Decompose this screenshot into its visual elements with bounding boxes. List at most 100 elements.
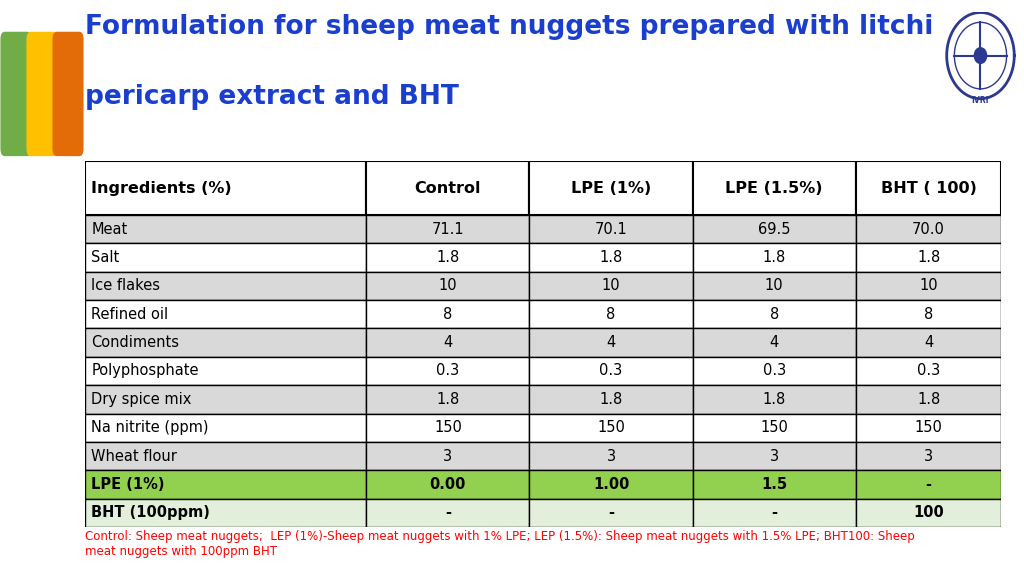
Text: 8: 8 [443, 306, 453, 321]
Bar [85, 300, 367, 328]
Bar [367, 385, 529, 414]
Bar [692, 470, 856, 499]
Text: 4: 4 [770, 335, 779, 350]
Bar [85, 442, 367, 470]
Text: 0.3: 0.3 [599, 363, 623, 378]
Text: BHT (100ppm): BHT (100ppm) [91, 505, 210, 520]
Bar [692, 442, 856, 470]
Text: LPE (1%): LPE (1%) [91, 477, 165, 492]
Bar [529, 442, 692, 470]
Bar [367, 272, 529, 300]
Text: 150: 150 [760, 420, 788, 435]
Bar [85, 470, 367, 499]
Text: Ingredients (%): Ingredients (%) [91, 180, 231, 196]
Text: 10: 10 [602, 278, 621, 293]
Bar [856, 414, 1001, 442]
Text: 10: 10 [920, 278, 938, 293]
Bar [85, 357, 367, 385]
Text: Meat: Meat [91, 222, 127, 237]
Bar [856, 300, 1001, 328]
Bar [856, 272, 1001, 300]
Bar [85, 243, 367, 272]
Bar [692, 161, 856, 215]
Text: 69.5: 69.5 [758, 222, 791, 237]
Text: -: - [608, 505, 614, 520]
Text: 8: 8 [606, 306, 615, 321]
Text: -: - [771, 505, 777, 520]
Bar [692, 272, 856, 300]
Text: 150: 150 [434, 420, 462, 435]
Text: pericarp extract and BHT: pericarp extract and BHT [85, 84, 459, 109]
Bar [856, 357, 1001, 385]
Bar [856, 215, 1001, 243]
Bar [367, 414, 529, 442]
Text: 1.8: 1.8 [599, 250, 623, 265]
Text: Condiments: Condiments [91, 335, 179, 350]
Text: 1.8: 1.8 [599, 392, 623, 407]
Text: 1.8: 1.8 [763, 392, 785, 407]
Bar [692, 357, 856, 385]
Text: 3: 3 [443, 449, 453, 464]
Bar [529, 357, 692, 385]
Text: Refined oil: Refined oil [91, 306, 168, 321]
Text: 1.5: 1.5 [761, 477, 787, 492]
Text: 0.00: 0.00 [430, 477, 466, 492]
Bar [367, 215, 529, 243]
Bar [856, 499, 1001, 527]
Text: Polyphosphate: Polyphosphate [91, 363, 199, 378]
Bar [529, 385, 692, 414]
Text: 1.8: 1.8 [916, 250, 940, 265]
Bar [367, 161, 529, 215]
FancyBboxPatch shape [0, 32, 32, 156]
Text: 4: 4 [924, 335, 933, 350]
Bar [529, 300, 692, 328]
Text: 1.8: 1.8 [436, 392, 460, 407]
Bar [856, 385, 1001, 414]
Text: 1.8: 1.8 [436, 250, 460, 265]
Text: Na nitrite (ppm): Na nitrite (ppm) [91, 420, 209, 435]
Text: 150: 150 [597, 420, 625, 435]
Text: LPE (1.5%): LPE (1.5%) [725, 180, 823, 196]
Text: LPE (1%): LPE (1%) [571, 180, 651, 196]
Bar [85, 499, 367, 527]
Bar [367, 357, 529, 385]
Text: 3: 3 [606, 449, 615, 464]
Text: Ice flakes: Ice flakes [91, 278, 160, 293]
Bar [692, 499, 856, 527]
Bar [367, 300, 529, 328]
Bar [85, 161, 367, 215]
Text: 70.1: 70.1 [595, 222, 628, 237]
Text: 150: 150 [914, 420, 942, 435]
Text: -: - [444, 505, 451, 520]
Bar [692, 385, 856, 414]
Bar [529, 470, 692, 499]
Text: BHT ( 100): BHT ( 100) [881, 180, 977, 196]
Text: 1.00: 1.00 [593, 477, 629, 492]
Text: Dry spice mix: Dry spice mix [91, 392, 191, 407]
Bar [529, 161, 692, 215]
Bar [692, 300, 856, 328]
Bar [856, 328, 1001, 357]
Bar [529, 414, 692, 442]
Bar [85, 414, 367, 442]
Bar [856, 243, 1001, 272]
Circle shape [975, 48, 987, 63]
Text: 8: 8 [924, 306, 933, 321]
Text: 1.8: 1.8 [763, 250, 785, 265]
Text: -: - [926, 477, 932, 492]
Bar [367, 470, 529, 499]
Text: 0.3: 0.3 [916, 363, 940, 378]
Bar [529, 243, 692, 272]
Bar [85, 385, 367, 414]
Bar [692, 328, 856, 357]
Bar [529, 328, 692, 357]
Bar [367, 243, 529, 272]
Bar [692, 414, 856, 442]
Bar [856, 442, 1001, 470]
Text: 0.3: 0.3 [763, 363, 785, 378]
Bar [529, 499, 692, 527]
Text: Wheat flour: Wheat flour [91, 449, 177, 464]
Bar [85, 215, 367, 243]
Text: 10: 10 [765, 278, 783, 293]
Text: 1.8: 1.8 [916, 392, 940, 407]
